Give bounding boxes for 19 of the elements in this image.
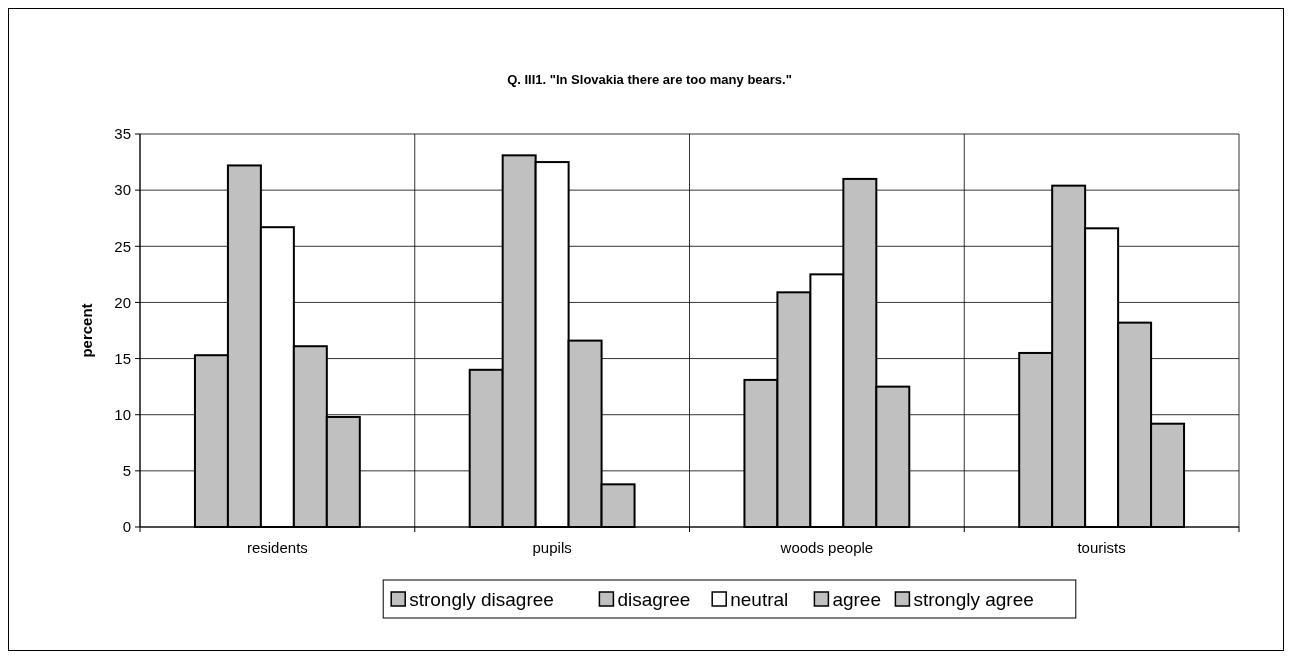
x-tick-label: tourists	[1077, 539, 1126, 556]
legend-label: neutral	[730, 588, 789, 610]
x-tick-label: residents	[246, 539, 308, 556]
y-tick-label: 0	[122, 518, 131, 536]
y-tick-label: 35	[114, 125, 131, 143]
y-tick-label: 10	[114, 405, 131, 423]
y-tick-label: 30	[114, 181, 131, 199]
y-tick-label: 25	[114, 237, 131, 255]
legend-label: strongly agree	[913, 588, 1034, 610]
x-tick-label: pupils	[532, 539, 572, 556]
y-tick-label: 5	[122, 462, 131, 480]
chart-title: Q. III1. "In Slovakia there are too many bears."	[507, 72, 792, 87]
y-axis-title: percent	[78, 303, 95, 358]
legend-label: disagree	[617, 588, 691, 610]
y-tick-label: 20	[114, 293, 131, 311]
legend-label: agree	[832, 588, 882, 610]
y-tick-label: 15	[114, 349, 131, 367]
legend-label: strongly disagree	[409, 588, 554, 610]
x-tick-label: woods people	[779, 539, 874, 556]
